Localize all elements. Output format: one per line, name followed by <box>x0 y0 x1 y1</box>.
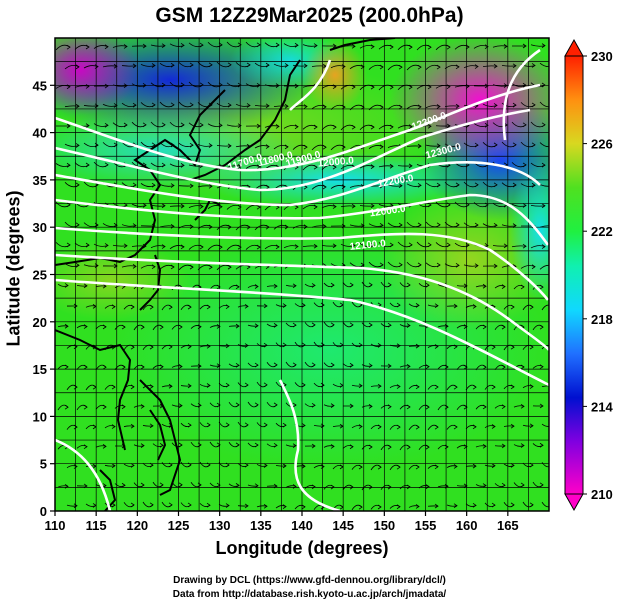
y-tick-label: 40 <box>33 126 47 141</box>
lat-lon-grid <box>55 38 549 511</box>
colorbar-tick-label: 230 <box>591 49 613 64</box>
x-tick-label: 110 <box>45 518 66 533</box>
y-tick-label: 25 <box>33 268 47 283</box>
streamline-arrowhead <box>551 184 554 188</box>
colorbar-tick-label: 226 <box>591 137 613 152</box>
streamline-arrowhead <box>551 224 554 228</box>
y-tick-label: 5 <box>40 457 47 472</box>
colorbar-tick-label: 210 <box>591 487 613 502</box>
x-tick-label: 115 <box>86 518 107 533</box>
x-tick-label: 155 <box>415 518 437 533</box>
colorbar-gradient <box>565 56 583 494</box>
x-tick-label: 145 <box>332 518 354 533</box>
y-tick-label: 30 <box>33 220 47 235</box>
colorbar-max-arrow <box>565 40 583 56</box>
streamline-arrowhead <box>551 265 554 269</box>
colorbar-tick-label: 214 <box>591 399 613 414</box>
colorbar-tick-label: 218 <box>591 312 613 327</box>
x-tick-label: 140 <box>291 518 313 533</box>
x-tick-label: 125 <box>168 518 190 533</box>
y-tick-label: 10 <box>33 409 47 424</box>
y-tick-label: 20 <box>33 315 47 330</box>
y-tick-label: 45 <box>33 78 47 93</box>
y-tick-label: 0 <box>40 504 47 519</box>
x-tick-label: 130 <box>209 518 231 533</box>
streamline-arrowhead <box>551 63 554 67</box>
x-tick-label: 165 <box>497 518 519 533</box>
colorbar-tick-label: 222 <box>591 224 613 239</box>
x-tick-label: 135 <box>250 518 272 533</box>
y-tick-label: 35 <box>33 173 47 188</box>
x-axis-ticks: 110 115 120 125 130 135 140 145 150 155 160 165 <box>45 511 519 533</box>
x-tick-label: 150 <box>373 518 395 533</box>
x-tick-label: 160 <box>456 518 478 533</box>
x-tick-label: 120 <box>126 518 148 533</box>
y-axis-ticks: 0 5 10 15 20 25 30 35 40 45 <box>33 78 55 519</box>
streamline-arrowhead <box>551 103 554 107</box>
streamline-arrowhead <box>551 143 554 147</box>
colorbar-min-arrow <box>565 494 583 510</box>
colorbar: 230 226 222 218 214 210 <box>565 40 613 510</box>
y-tick-label: 15 <box>33 362 47 377</box>
